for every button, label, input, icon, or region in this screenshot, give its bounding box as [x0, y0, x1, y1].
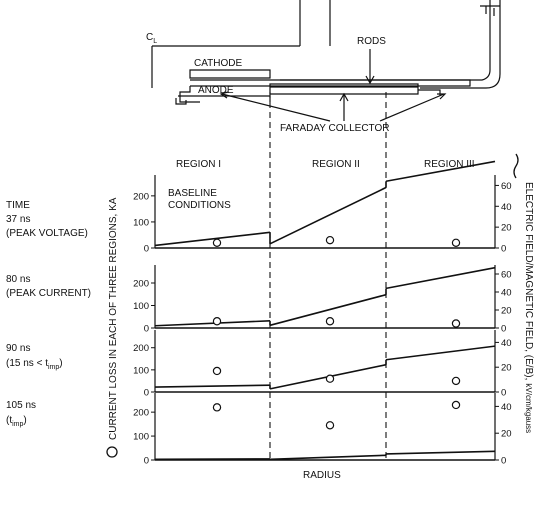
panel-4-right-tick-label: 20 — [501, 429, 512, 440]
anode-label: ANODE — [198, 85, 234, 96]
panel-1-current-loss-point-2 — [325, 235, 335, 245]
panel-2-field-segment-2 — [269, 293, 387, 327]
cathode-step — [179, 86, 200, 103]
panel-2-left-tick-label: 100 — [133, 301, 149, 312]
rods-arrowhead — [365, 75, 375, 85]
panel-4-current-loss-point-1 — [212, 403, 222, 412]
panel-3-current-loss-point-1 — [212, 366, 222, 376]
panel-2-right-tick-label: 60 — [501, 270, 512, 281]
panel-3-field-segment-3 — [385, 345, 496, 361]
axis-break-mark — [513, 153, 519, 179]
cathode-plate — [189, 69, 471, 87]
panel-4-time: 105 ns — [6, 400, 36, 411]
panel-4-note: (timp) — [6, 415, 27, 428]
panel-1-right-tick-label: 40 — [501, 202, 512, 213]
panel-3-current-loss-point-2 — [325, 374, 335, 383]
panel-3-time: 90 ns — [6, 343, 30, 354]
panel-1-field-segment-2 — [269, 186, 387, 245]
panel-3-note: (15 ns < timp) — [6, 358, 63, 371]
region-1-label: REGION I — [176, 159, 221, 170]
cathode-outline-outer — [151, 0, 331, 88]
collector-arrowhead-right — [437, 93, 447, 100]
collector-arrowhead-mid — [339, 92, 349, 102]
panel-4-right-tick-label: 40 — [501, 402, 512, 413]
left-axis-title: CURRENT LOSS IN EACH OF THREE REGIONS, K… — [106, 197, 119, 458]
chart-panels: 0100200020406001002000204060010020002040… — [133, 92, 512, 467]
panel-3-left-tick-label: 100 — [133, 365, 149, 376]
panel-1-left-tick-label: 200 — [133, 191, 149, 202]
panel-2-right-tick-label: 20 — [501, 306, 512, 317]
panel-3-right-tick-label: 40 — [501, 338, 512, 349]
panel-1-left-tick-label: 100 — [133, 217, 149, 228]
outer-housing — [280, 0, 501, 89]
panel-1-current-loss-point-3 — [451, 238, 461, 247]
panel-4-left-tick-label: 0 — [144, 456, 149, 467]
region-3-label: REGION III — [424, 159, 475, 170]
baseline-annotation-1: BASELINE — [168, 188, 217, 199]
panel-4-left-tick-label: 200 — [133, 408, 149, 419]
panel-2-field-segment-1 — [154, 320, 271, 327]
time-heading: TIME — [6, 200, 30, 211]
panel-2-left-tick-label: 0 — [144, 324, 149, 335]
region-2-label: REGION II — [312, 159, 360, 170]
panel-1-left-tick-label: 0 — [144, 244, 149, 255]
collector-arrow-right — [379, 93, 445, 122]
rods-block — [269, 83, 419, 95]
panel-3-field-segment-1 — [154, 384, 271, 388]
rods-right-step — [418, 89, 441, 96]
left-axis-label: CURRENT LOSS IN EACH OF THREE REGIONS, K… — [108, 197, 119, 440]
panel-3-right-tick-label: 0 — [501, 388, 506, 399]
panel-1-right-tick-label: 20 — [501, 223, 512, 234]
panel-3-left-tick-label: 200 — [133, 343, 149, 354]
electrode-schematic — [151, 0, 501, 122]
panel-1-right-tick-label: 0 — [501, 244, 506, 255]
panel-2-left-tick-label: 200 — [133, 279, 149, 290]
collector-arrowhead-left — [219, 91, 229, 99]
panel-4-field-segment-2 — [269, 454, 387, 461]
panel-3-left-tick-label: 0 — [144, 388, 149, 399]
right-axis-label: ELECTRIC FIELD/MAGNETIC FIELD, (E/B),kV/… — [523, 182, 534, 433]
panel-4-left-tick-label: 100 — [133, 432, 149, 443]
collector-arrow-left — [221, 93, 331, 122]
panel-1-field-segment-3 — [385, 160, 496, 183]
cathode-label: CATHODE — [194, 58, 242, 69]
baseline-annotation-2: CONDITIONS — [168, 200, 231, 211]
panel-1-time: 37 ns — [6, 214, 30, 225]
x-axis-label: RADIUS — [303, 470, 341, 481]
panel-2-current-loss-point-3 — [451, 319, 461, 328]
panel-1-field-segment-1 — [154, 231, 271, 247]
faraday-collector-label: FARADAY COLLECTOR — [280, 123, 389, 134]
panel-2-field-segment-3 — [385, 266, 496, 290]
panel-4-right-tick-label: 0 — [501, 456, 506, 467]
panel-1-note: (PEAK VOLTAGE) — [6, 228, 88, 239]
panel-2-current-loss-point-2 — [325, 317, 335, 326]
panel-3-current-loss-point-3 — [451, 376, 461, 386]
panel-4-current-loss-point-3 — [451, 400, 461, 410]
panel-2-right-tick-label: 0 — [501, 324, 506, 335]
panel-2-right-tick-label: 40 — [501, 288, 512, 299]
panel-4-current-loss-point-2 — [325, 421, 335, 430]
panel-2-current-loss-point-1 — [212, 317, 222, 326]
panel-2-note: (PEAK CURRENT) — [6, 288, 91, 299]
rods-label: RODS — [357, 36, 386, 47]
circle-marker-icon — [106, 446, 118, 458]
panel-1-right-tick-label: 60 — [501, 181, 512, 192]
panel-3-right-tick-label: 20 — [501, 363, 512, 374]
centerline-label: CL — [146, 32, 157, 45]
housing-top-mark — [480, 5, 500, 14]
panel-2-time: 80 ns — [6, 274, 30, 285]
panel-4-field-segment-3 — [385, 450, 496, 455]
panel-1-current-loss-point-1 — [212, 238, 222, 247]
